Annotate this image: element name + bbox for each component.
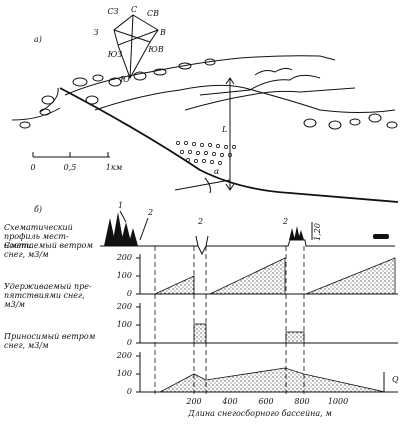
compass-label: Ю bbox=[119, 75, 130, 84]
y-tick-label: 200 bbox=[116, 253, 132, 262]
row-label: снег, м3/м bbox=[4, 341, 49, 350]
x-tick-label: 200 bbox=[185, 397, 201, 406]
compass-label: З bbox=[94, 28, 99, 37]
callout: 2 bbox=[197, 217, 203, 226]
compass-label: ЮВ bbox=[147, 45, 164, 54]
profile: 1 2 2 2 1,20 bbox=[100, 201, 395, 256]
angle-label: α bbox=[214, 167, 220, 176]
part-label: б) bbox=[34, 205, 42, 214]
row-label: Удерживаемый пре- bbox=[4, 282, 92, 291]
x-axis-label: Длина снегосборного бассейна, м bbox=[187, 409, 332, 418]
compass-label: СЗ bbox=[107, 7, 118, 16]
callout: 2 bbox=[282, 217, 288, 226]
part-label: а) bbox=[34, 35, 42, 44]
compass-label: В bbox=[159, 28, 166, 37]
x-tick-label: 800 bbox=[294, 397, 309, 406]
y-tick-label: 100 bbox=[117, 320, 132, 329]
guides bbox=[154, 246, 305, 394]
x-tick-label: 400 bbox=[221, 397, 237, 406]
snow-shapes: Q bbox=[154, 257, 399, 393]
compass-label: С bbox=[131, 5, 137, 14]
x-tick-label: 1000 bbox=[328, 397, 348, 406]
row-label: снег, м3/м bbox=[4, 250, 49, 259]
row-label: Схематический bbox=[4, 223, 73, 232]
y-tick-label: 200 bbox=[116, 302, 132, 311]
scale-label: 0 bbox=[30, 163, 35, 172]
row-label: м3/м bbox=[4, 300, 25, 309]
x-tick-label: 600 bbox=[258, 397, 273, 406]
compass-label: СВ bbox=[147, 9, 159, 18]
y-tick-label: 0 bbox=[127, 289, 132, 298]
row-label: пятствиями снег, bbox=[4, 291, 85, 300]
scale-label: 0,5 bbox=[64, 163, 77, 172]
y-tick-label: 100 bbox=[117, 369, 132, 378]
compass-rose: С СЗ СВ З В ЮЗ ЮВ Ю bbox=[94, 5, 167, 84]
height-label: 1,20 bbox=[313, 223, 322, 241]
row-label: профиль мест- bbox=[4, 232, 69, 241]
scale-bar: 0 0,5 1км bbox=[30, 152, 123, 172]
flow-label: Q bbox=[392, 375, 399, 384]
row-label: Приносимый ветром bbox=[3, 332, 96, 341]
y-tick-label: 100 bbox=[117, 271, 132, 280]
scale-label: 1км bbox=[106, 163, 123, 172]
y-tick-label: 200 bbox=[116, 351, 132, 360]
row-label: ности bbox=[4, 241, 31, 250]
length-label: L bbox=[221, 125, 227, 134]
y-tick-label: 0 bbox=[127, 387, 132, 396]
compass-label: ЮЗ bbox=[107, 50, 123, 59]
map: L α bbox=[11, 55, 399, 203]
callout: 1 bbox=[118, 201, 123, 210]
callout: 2 bbox=[147, 208, 153, 217]
y-tick-label: 0 bbox=[127, 338, 132, 347]
row-label: Сметаемый ветром bbox=[4, 241, 93, 250]
